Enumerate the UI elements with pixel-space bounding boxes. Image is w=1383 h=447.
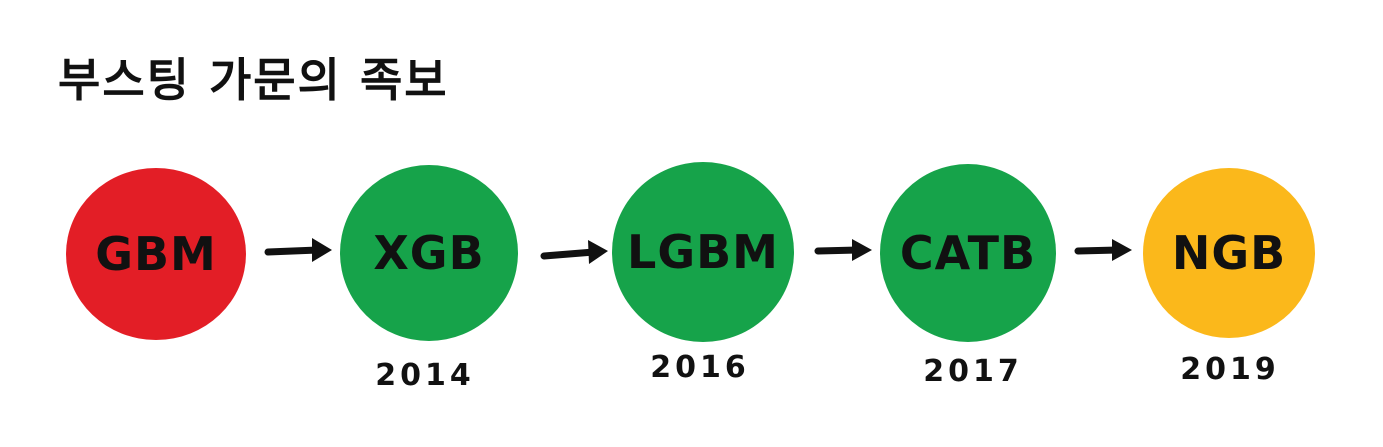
node-lgbm-label: LGBM <box>627 225 779 279</box>
arrow-right-icon <box>814 239 872 261</box>
arrow-right-icon <box>540 240 608 264</box>
year-catb: 2017 <box>923 354 1023 389</box>
node-xgb-label: XGB <box>373 226 485 280</box>
arrow-right-icon <box>1074 239 1132 261</box>
diagram-title: 부스팅 가문의 족보 <box>58 53 449 107</box>
node-lgbm: LGBM <box>612 162 794 342</box>
arrow-right-icon <box>264 238 332 262</box>
year-lgbm: 2016 <box>650 350 750 385</box>
node-catb: CATB <box>880 164 1056 342</box>
node-gbm: GBM <box>66 168 246 340</box>
year-xgb: 2014 <box>375 358 475 393</box>
year-ngb: 2019 <box>1180 352 1280 387</box>
node-xgb: XGB <box>340 165 518 341</box>
node-ngb: NGB <box>1143 168 1315 338</box>
node-gbm-label: GBM <box>95 227 217 281</box>
node-ngb-label: NGB <box>1171 226 1287 280</box>
node-catb-label: CATB <box>899 226 1037 280</box>
